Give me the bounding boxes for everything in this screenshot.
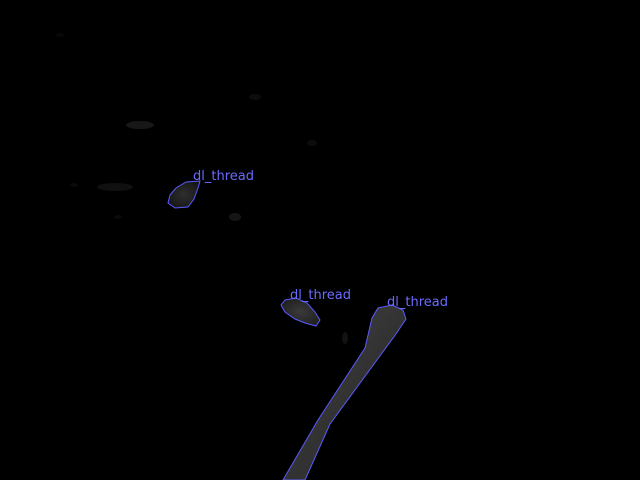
thread-blob-2 [280,297,321,327]
detection-label-3: dl_thread [387,295,448,310]
background-noise [56,33,348,344]
detection-thread-3: dl_thread [282,295,448,480]
detection-thread-2: dl_thread [280,288,351,327]
thread-blob-1 [167,180,201,209]
thread-rod-3 [282,304,407,480]
detection-label-2: dl_thread [290,288,351,303]
detection-thread-1: dl_thread [167,169,254,209]
detection-label-1: dl_thread [193,169,254,184]
